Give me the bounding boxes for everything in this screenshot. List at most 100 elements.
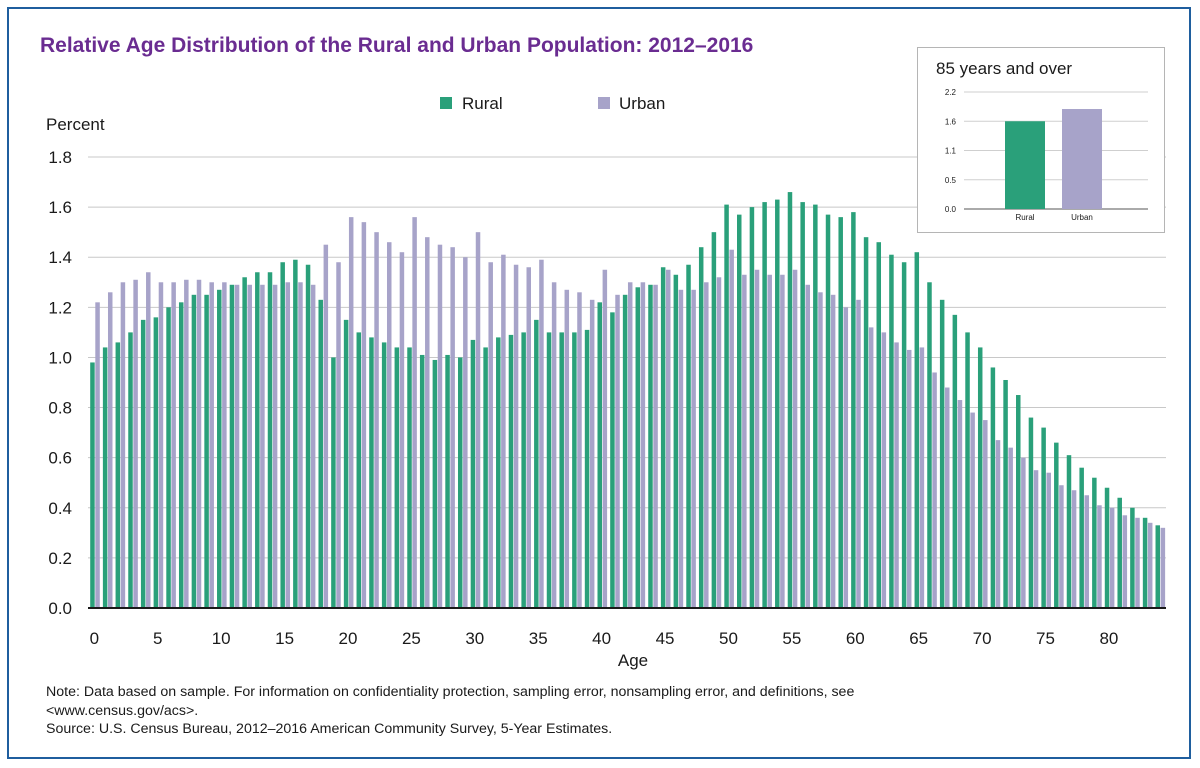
bar-urban-age-41 — [615, 294, 620, 608]
inset-y-tick-label: 1.1 — [945, 147, 957, 156]
bar-rural-age-2 — [115, 342, 121, 608]
bar-rural-age-71 — [990, 367, 996, 608]
bar-urban-age-63 — [894, 342, 899, 608]
inset-title: 85 years and over — [936, 59, 1072, 78]
bar-urban-age-57 — [818, 292, 823, 608]
bar-rural-age-37 — [559, 332, 564, 608]
bar-rural-age-58 — [825, 214, 831, 608]
bar-rural-age-48 — [698, 247, 704, 608]
bar-urban-age-35 — [539, 259, 544, 608]
bar-urban-age-55 — [792, 269, 798, 608]
bar-urban-age-62 — [881, 332, 887, 608]
bar-urban-age-38 — [577, 292, 582, 608]
bar-urban-age-52 — [754, 269, 760, 608]
bar-urban-age-45 — [666, 269, 671, 608]
bar-urban-age-74 — [1033, 470, 1039, 608]
bar-urban-age-65 — [919, 347, 925, 608]
y-tick-label: 1.8 — [48, 148, 72, 167]
bar-urban-age-50 — [729, 249, 734, 608]
bar-urban-age-82 — [1135, 517, 1140, 608]
bar-urban-age-84 — [1160, 527, 1166, 608]
bar-urban-age-37 — [564, 289, 570, 608]
x-tick-label: 30 — [465, 629, 484, 648]
x-tick-label: 25 — [402, 629, 421, 648]
bar-urban-age-11 — [234, 284, 240, 608]
x-tick-label: 55 — [782, 629, 801, 648]
bar-urban-age-40 — [602, 269, 608, 608]
x-tick-label: 75 — [1036, 629, 1055, 648]
bar-rural-age-7 — [178, 302, 184, 608]
bar-urban-age-34 — [526, 267, 531, 608]
bar-rural-age-72 — [1003, 379, 1008, 608]
bar-rural-age-74 — [1028, 417, 1034, 608]
y-tick-label: 0.4 — [48, 499, 72, 518]
bar-rural-age-55 — [787, 192, 793, 609]
bar-rural-age-16 — [293, 259, 298, 608]
inset-y-tick-label: 0.0 — [945, 205, 957, 214]
bar-urban-age-64 — [906, 349, 912, 608]
bar-rural-age-78 — [1079, 467, 1084, 608]
bar-rural-age-17 — [305, 264, 311, 608]
bar-rural-age-40 — [597, 302, 602, 608]
bar-urban-age-78 — [1084, 495, 1090, 608]
bar-rural-age-69 — [965, 332, 970, 608]
bar-urban-age-67 — [945, 387, 950, 608]
bar-rural-age-52 — [749, 207, 755, 608]
x-tick-label: 65 — [909, 629, 928, 648]
bar-urban-age-1 — [107, 292, 113, 608]
bar-rural-age-21 — [356, 332, 362, 608]
bar-urban-age-51 — [742, 274, 747, 608]
bar-rural-age-27 — [432, 359, 438, 608]
bar-rural-age-50 — [724, 204, 729, 608]
bar-urban-age-53 — [767, 274, 772, 608]
bar-urban-age-30 — [475, 232, 481, 608]
inset-x-label: Urban — [1071, 213, 1093, 222]
bar-urban-age-75 — [1046, 472, 1051, 608]
bar-urban-age-83 — [1147, 522, 1153, 608]
inset-bars — [1005, 109, 1102, 209]
bar-rural-age-76 — [1054, 442, 1059, 608]
bar-rural-age-5 — [153, 317, 159, 608]
x-tick-label: 20 — [339, 629, 358, 648]
bar-urban-age-42 — [627, 282, 633, 608]
bar-urban-age-81 — [1122, 515, 1128, 608]
legend-rural-label: Rural — [462, 94, 503, 113]
bar-urban-age-18 — [323, 244, 329, 608]
bar-urban-age-31 — [488, 262, 493, 608]
bar-rural-age-38 — [572, 332, 577, 608]
bar-urban-age-26 — [425, 237, 430, 608]
bar-urban-age-15 — [285, 282, 291, 608]
bar-rural-age-0 — [90, 362, 95, 608]
x-tick-label: 40 — [592, 629, 611, 648]
bar-rural-age-59 — [838, 217, 843, 608]
bar-urban-age-8 — [196, 279, 202, 608]
bar-rural-age-51 — [737, 214, 742, 608]
bar-rural-age-20 — [343, 319, 349, 608]
bar-rural-age-45 — [660, 267, 666, 608]
bar-urban-age-13 — [260, 284, 265, 608]
bar-urban-age-76 — [1059, 485, 1064, 608]
x-tick-label: 45 — [656, 629, 675, 648]
bar-urban-age-60 — [856, 299, 861, 608]
bar-urban-age-7 — [184, 279, 189, 608]
bar-rural-age-75 — [1041, 427, 1046, 608]
bar-urban-age-48 — [704, 282, 709, 608]
inset-chart-85-plus: 85 years and over 0.0 0.5 1.1 1.6 2.2 Rural U… — [917, 47, 1165, 233]
chart-title: Relative Age Distribution of the Rural a… — [40, 34, 754, 57]
bar-urban-age-69 — [970, 412, 975, 608]
bar-urban-age-10 — [222, 282, 227, 608]
bar-urban-age-33 — [513, 264, 519, 608]
bar-rural-age-15 — [280, 262, 285, 608]
bar-rural-age-47 — [686, 264, 691, 608]
bar-rural-age-18 — [318, 299, 323, 608]
legend-rural-swatch — [440, 97, 452, 109]
inset-x-label: Rural — [1015, 213, 1034, 222]
bar-urban-age-14 — [272, 284, 278, 608]
bar-rural-age-41 — [610, 312, 615, 608]
bar-rural-age-14 — [267, 272, 273, 608]
legend-urban-label: Urban — [619, 94, 665, 113]
bar-rural-age-49 — [711, 232, 717, 608]
bar-urban-age-43 — [640, 282, 646, 608]
bar-rural-age-28 — [445, 354, 450, 608]
inset-y-tick-label: 0.5 — [945, 176, 957, 185]
